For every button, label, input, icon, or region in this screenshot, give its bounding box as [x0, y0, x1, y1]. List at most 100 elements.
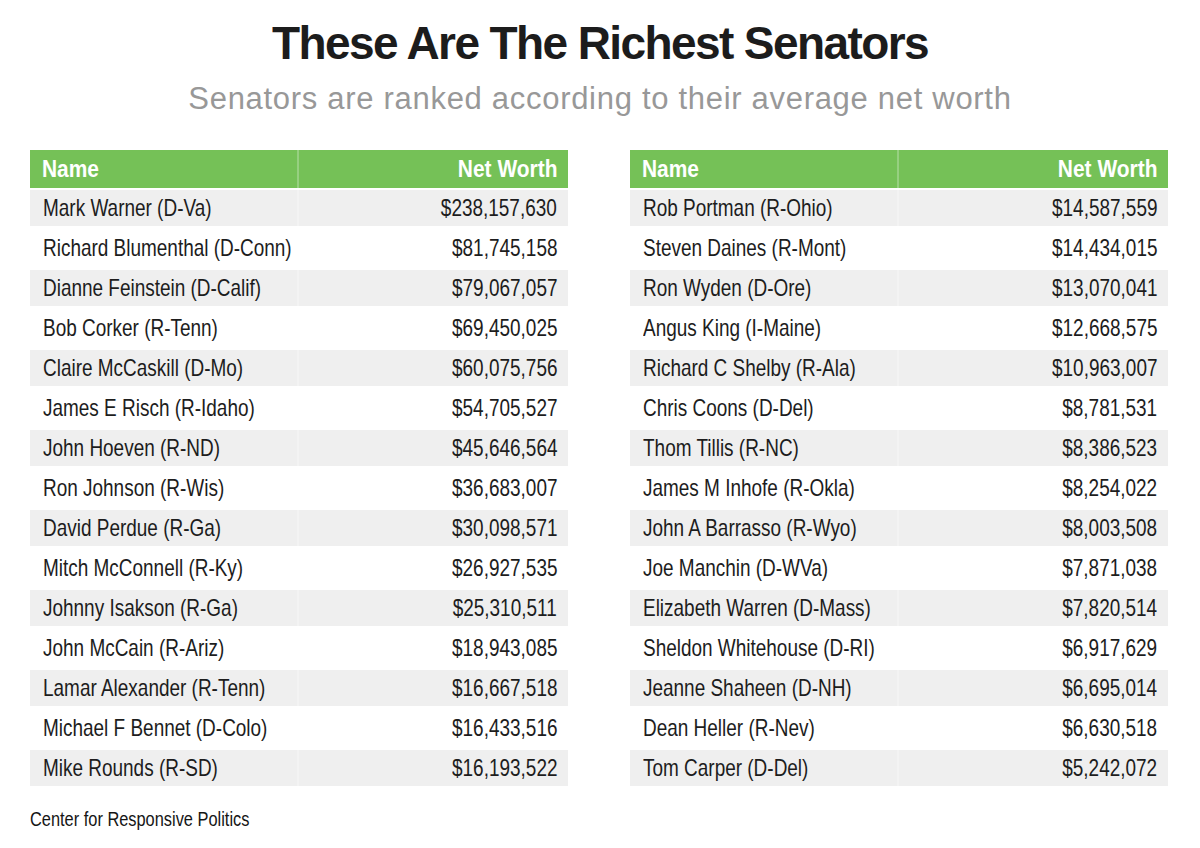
- senator-name-cell: Thom Tillis (R-NC): [630, 428, 899, 468]
- senator-name-cell: Jeanne Shaheen (D-NH): [630, 668, 899, 708]
- column-header-net-worth: Net Worth: [899, 150, 1168, 188]
- net-worth-cell: $45,646,564: [299, 428, 568, 468]
- senator-name-cell: John A Barrasso (R-Wyo): [630, 508, 899, 548]
- table-row: Chris Coons (D-Del)$8,781,531: [630, 388, 1168, 428]
- column-header-name-label: Name: [42, 156, 99, 183]
- net-worth-cell: $14,587,559: [899, 188, 1168, 228]
- senator-name-cell: Michael F Bennet (D-Colo): [30, 708, 299, 748]
- table-row: Dianne Feinstein (D-Calif)$79,067,057: [30, 268, 568, 308]
- senator-name-cell: Johnny Isakson (R-Ga): [30, 588, 299, 628]
- net-worth-cell: $36,683,007: [299, 468, 568, 508]
- senator-name-cell: Mark Warner (D-Va): [30, 188, 299, 228]
- table-row: Mark Warner (D-Va)$238,157,630: [30, 188, 568, 228]
- table-row: John Hoeven (R-ND)$45,646,564: [30, 428, 568, 468]
- table-row: Richard C Shelby (R-Ala)$10,963,007: [630, 348, 1168, 388]
- net-worth-cell: $6,630,518: [899, 708, 1168, 748]
- table-row: Angus King (I-Maine)$12,668,575: [630, 308, 1168, 348]
- senator-name-cell: Sheldon Whitehouse (D-RI): [630, 628, 899, 668]
- table-row: James M Inhofe (R-Okla)$8,254,022: [630, 468, 1168, 508]
- table-row: David Perdue (R-Ga)$30,098,571: [30, 508, 568, 548]
- table-row: Elizabeth Warren (D-Mass)$7,820,514: [630, 588, 1168, 628]
- table-row: Rob Portman (R-Ohio)$14,587,559: [630, 188, 1168, 228]
- net-worth-cell: $8,781,531: [899, 388, 1168, 428]
- column-header-name-label: Name: [642, 156, 699, 183]
- senator-name-cell: Mitch McConnell (R-Ky): [30, 548, 299, 588]
- net-worth-cell: $8,003,508: [899, 508, 1168, 548]
- source-credit: Center for Responsive Politics: [30, 807, 311, 831]
- senator-name-cell: Richard Blumenthal (D-Conn): [30, 228, 299, 268]
- table-row: Ron Wyden (D-Ore)$13,070,041: [630, 268, 1168, 308]
- page-subtitle: Senators are ranked according to their a…: [0, 81, 1200, 117]
- senators-table-left: Name Net Worth Mark Warner (D-Va)$238,15…: [30, 150, 568, 788]
- net-worth-cell: $6,917,629: [899, 628, 1168, 668]
- table-row: Mitch McConnell (R-Ky)$26,927,535: [30, 548, 568, 588]
- net-worth-cell: $8,254,022: [899, 468, 1168, 508]
- table-row: Ron Johnson (R-Wis)$36,683,007: [30, 468, 568, 508]
- table-row: Mike Rounds (R-SD)$16,193,522: [30, 748, 568, 788]
- senator-name-cell: Dianne Feinstein (D-Calif): [30, 268, 299, 308]
- table-header: Name Net Worth: [30, 150, 568, 188]
- senator-name-cell: Steven Daines (R-Mont): [630, 228, 899, 268]
- table-row: Thom Tillis (R-NC)$8,386,523: [630, 428, 1168, 468]
- net-worth-cell: $238,157,630: [299, 188, 568, 228]
- senator-name-cell: Bob Corker (R-Tenn): [30, 308, 299, 348]
- senator-name-cell: James E Risch (R-Idaho): [30, 388, 299, 428]
- senator-name-cell: John Hoeven (R-ND): [30, 428, 299, 468]
- net-worth-cell: $18,943,085: [299, 628, 568, 668]
- senator-name-cell: Rob Portman (R-Ohio): [630, 188, 899, 228]
- table-row: Steven Daines (R-Mont)$14,434,015: [630, 228, 1168, 268]
- table-body: Rob Portman (R-Ohio)$14,587,559Steven Da…: [630, 188, 1168, 788]
- table-row: Sheldon Whitehouse (D-RI)$6,917,629: [630, 628, 1168, 668]
- table-row: John A Barrasso (R-Wyo)$8,003,508: [630, 508, 1168, 548]
- senator-name-cell: Ron Wyden (D-Ore): [630, 268, 899, 308]
- net-worth-cell: $8,386,523: [899, 428, 1168, 468]
- net-worth-cell: $7,820,514: [899, 588, 1168, 628]
- net-worth-cell: $5,242,072: [899, 748, 1168, 788]
- table-row: John McCain (R-Ariz)$18,943,085: [30, 628, 568, 668]
- table-row: Lamar Alexander (R-Tenn)$16,667,518: [30, 668, 568, 708]
- senator-name-cell: Mike Rounds (R-SD): [30, 748, 299, 788]
- table-row: Bob Corker (R-Tenn)$69,450,025: [30, 308, 568, 348]
- page-title: These Are The Richest Senators: [0, 16, 1200, 70]
- senator-name-cell: Ron Johnson (R-Wis): [30, 468, 299, 508]
- senator-name-cell: Elizabeth Warren (D-Mass): [630, 588, 899, 628]
- net-worth-cell: $13,070,041: [899, 268, 1168, 308]
- net-worth-cell: $26,927,535: [299, 548, 568, 588]
- net-worth-cell: $79,067,057: [299, 268, 568, 308]
- net-worth-cell: $12,668,575: [899, 308, 1168, 348]
- net-worth-cell: $81,745,158: [299, 228, 568, 268]
- net-worth-cell: $16,193,522: [299, 748, 568, 788]
- table-row: Richard Blumenthal (D-Conn)$81,745,158: [30, 228, 568, 268]
- senator-name-cell: Angus King (I-Maine): [630, 308, 899, 348]
- net-worth-cell: $14,434,015: [899, 228, 1168, 268]
- senator-name-cell: Richard C Shelby (R-Ala): [630, 348, 899, 388]
- table-row: Johnny Isakson (R-Ga)$25,310,511: [30, 588, 568, 628]
- net-worth-cell: $54,705,527: [299, 388, 568, 428]
- table-row: James E Risch (R-Idaho)$54,705,527: [30, 388, 568, 428]
- table-row: Tom Carper (D-Del)$5,242,072: [630, 748, 1168, 788]
- senator-name-cell: David Perdue (R-Ga): [30, 508, 299, 548]
- senator-name-cell: John McCain (R-Ariz): [30, 628, 299, 668]
- table-row: Michael F Bennet (D-Colo)$16,433,516: [30, 708, 568, 748]
- senators-table-right: Name Net Worth Rob Portman (R-Ohio)$14,5…: [630, 150, 1168, 788]
- senator-name-cell: Joe Manchin (D-WVa): [630, 548, 899, 588]
- net-worth-cell: $60,075,756: [299, 348, 568, 388]
- senator-name-cell: Claire McCaskill (D-Mo): [30, 348, 299, 388]
- table-row: Joe Manchin (D-WVa)$7,871,038: [630, 548, 1168, 588]
- column-header-net-worth: Net Worth: [299, 150, 568, 188]
- senator-name-cell: Tom Carper (D-Del): [630, 748, 899, 788]
- net-worth-cell: $25,310,511: [299, 588, 568, 628]
- column-header-net-worth-label: Net Worth: [457, 156, 557, 183]
- net-worth-cell: $10,963,007: [899, 348, 1168, 388]
- net-worth-cell: $69,450,025: [299, 308, 568, 348]
- senator-name-cell: Dean Heller (R-Nev): [630, 708, 899, 748]
- table-header: Name Net Worth: [630, 150, 1168, 188]
- net-worth-cell: $7,871,038: [899, 548, 1168, 588]
- table-body: Mark Warner (D-Va)$238,157,630Richard Bl…: [30, 188, 568, 788]
- net-worth-cell: $16,433,516: [299, 708, 568, 748]
- column-header-name: Name: [30, 150, 299, 188]
- senator-name-cell: Chris Coons (D-Del): [630, 388, 899, 428]
- richest-senators-infographic: These Are The Richest Senators Senators …: [0, 0, 1200, 848]
- net-worth-cell: $30,098,571: [299, 508, 568, 548]
- column-header-net-worth-label: Net Worth: [1057, 156, 1157, 183]
